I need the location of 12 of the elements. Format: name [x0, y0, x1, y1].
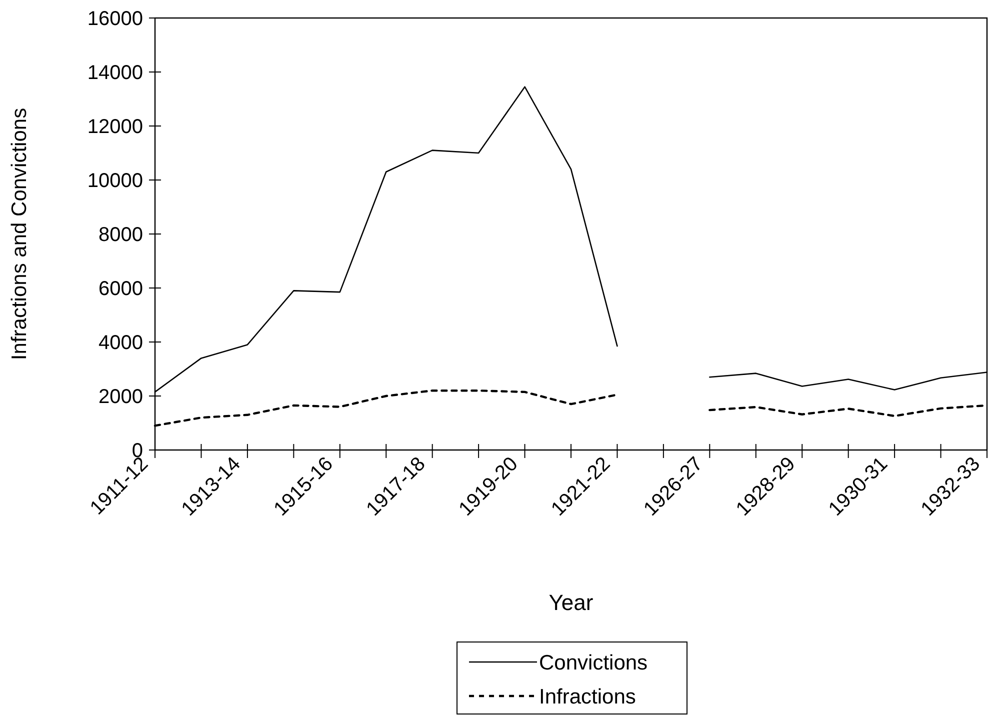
y-tick-label: 4000 — [98, 332, 143, 354]
x-axis-title: Year — [548, 590, 594, 615]
legend-label: Infractions — [539, 685, 636, 708]
legend-label: Convictions — [539, 651, 648, 674]
y-tick-label: 16000 — [87, 8, 143, 30]
y-tick-label: 10000 — [87, 170, 143, 192]
y-tick-label: 12000 — [87, 116, 143, 138]
y-tick-label: 6000 — [98, 278, 143, 300]
y-tick-label: 2000 — [98, 386, 143, 408]
y-axis-title: Infractions and Convictions — [8, 108, 31, 360]
y-tick-label: 8000 — [98, 224, 143, 246]
y-tick-label: 14000 — [87, 62, 143, 84]
